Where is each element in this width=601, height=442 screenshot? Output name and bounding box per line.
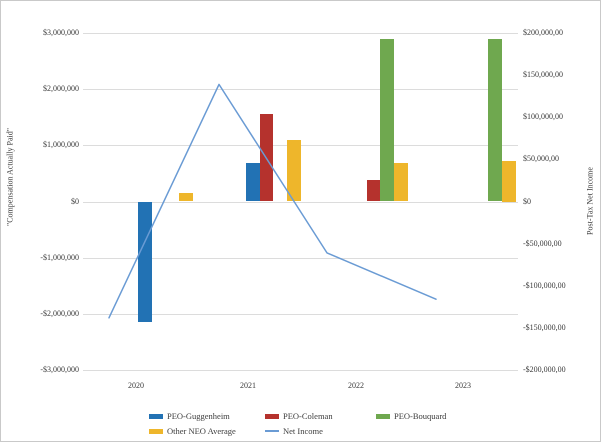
bar-peo-guggenheim-2021 — [246, 163, 260, 202]
right-axis-tick-label: -$50,000,00 — [523, 238, 562, 248]
bar-peo-bouquard-2022 — [380, 38, 395, 202]
right-axis-tick-label: $200,000,00 — [523, 28, 563, 37]
legend-label: PEO-Guggenheim — [167, 411, 230, 421]
bar-peo-bouquard-2023 — [488, 38, 503, 202]
bar-other-neo-average-2023 — [502, 160, 516, 202]
gridline — [83, 33, 518, 34]
peo-bouquard-swatch — [376, 413, 390, 419]
right-axis-tick-label: -$150,000,00 — [523, 322, 566, 332]
legend-item-peo-bouquard: PEO-Bouquard — [376, 411, 446, 421]
bar-peo-coleman-2021 — [259, 114, 274, 202]
peo-guggenheim-swatch — [149, 413, 163, 419]
left-axis-tick-label: $0 — [71, 196, 79, 206]
legend-item-other-neo-average: Other NEO Average — [149, 426, 236, 436]
bar-other-neo-average-2020 — [179, 193, 193, 202]
left-axis-tick-label: $2,000,000 — [43, 84, 79, 94]
legend-label: Other NEO Average — [167, 426, 236, 436]
bar-other-neo-average-2021 — [287, 139, 301, 202]
right-axis-tick-label: -$100,000,00 — [523, 280, 566, 290]
left-axis-tick-label: $1,000,000 — [43, 140, 79, 150]
peo-coleman-swatch — [265, 413, 279, 419]
bar-other-neo-average-2022 — [394, 162, 408, 202]
bar-peo-guggenheim-2020 — [138, 201, 152, 323]
x-axis-label: 2020 — [128, 381, 144, 390]
net-income-line-swatch — [265, 430, 279, 432]
other-neo-average-swatch — [149, 428, 163, 434]
legend-label: Net Income — [283, 426, 323, 436]
x-axis-label: 2021 — [240, 381, 256, 390]
legend-item-peo-coleman: PEO-Coleman — [265, 411, 333, 421]
x-axis-label: 2023 — [455, 381, 471, 390]
right-axis-title: Post-Tax Net Income — [585, 167, 595, 235]
left-axis-tick-label: -$1,000,000 — [40, 252, 79, 262]
left-axis-tick-label: -$2,000,000 — [40, 308, 79, 318]
legend-label: PEO-Bouquard — [394, 411, 447, 421]
left-axis-title: "Compensation Actually Paid" — [5, 127, 15, 227]
legend-item-net-income: Net Income — [265, 426, 323, 436]
gridline — [83, 89, 518, 91]
gridline — [83, 370, 518, 371]
left-axis-tick-label: $3,000,000 — [43, 28, 79, 37]
x-axis-label: 2022 — [348, 381, 364, 390]
right-axis-tick-label: -$200,000,00 — [523, 365, 566, 374]
right-axis-tick-label: $0 — [523, 196, 531, 206]
right-axis-tick-label: $100,000,00 — [523, 112, 563, 122]
legend-label: PEO-Coleman — [283, 411, 333, 421]
right-axis-tick-label: $50,000,00 — [523, 154, 559, 164]
left-axis-tick-label: -$3,000,000 — [40, 365, 79, 374]
right-axis-tick-label: $150,000,00 — [523, 70, 563, 80]
bar-peo-coleman-2022 — [366, 180, 381, 202]
legend-item-peo-guggenheim: PEO-Guggenheim — [149, 411, 230, 421]
